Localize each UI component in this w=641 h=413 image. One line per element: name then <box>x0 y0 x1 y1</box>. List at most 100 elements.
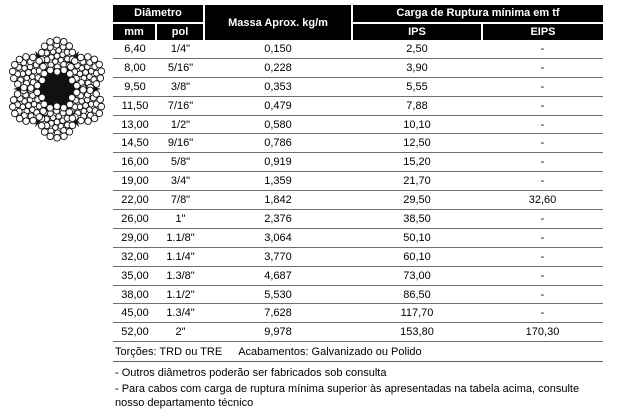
header-eips: EIPS <box>483 23 603 40</box>
cell-mm: 45,00 <box>113 303 157 324</box>
cell-eips: - <box>482 285 603 305</box>
cell-ips: 86,50 <box>352 285 482 305</box>
cell-massa: 7,628 <box>204 303 352 324</box>
cell-mm: 26,00 <box>113 209 157 229</box>
cell-eips: - <box>482 40 603 59</box>
cell-ips: 15,20 <box>352 152 482 173</box>
cell-massa: 0,479 <box>204 96 352 116</box>
table-header: Diâmetro mm pol Massa Aprox. kg/m Carga … <box>113 5 603 40</box>
cell-pol: 1.3/4" <box>157 303 204 324</box>
table-row: 38,00 1.1/2" 5,530 86,50- <box>113 285 603 305</box>
table-row: 45,00 1.3/4" 7,628 117,70- <box>113 303 603 324</box>
cell-mm: 14,50 <box>113 133 157 154</box>
wire-rope-cross-section-icon <box>8 36 106 142</box>
cell-ips: 10,10 <box>352 115 482 135</box>
cell-massa: 0,580 <box>204 115 352 135</box>
cell-ips: 73,00 <box>352 266 482 286</box>
cell-mm: 9,50 <box>113 77 157 97</box>
header-diametro: Diâmetro <box>113 5 203 22</box>
note-item: - Para cabos com carga de ruptura mínima… <box>115 382 580 410</box>
cell-mm: 22,00 <box>113 190 157 211</box>
cell-ips: 50,10 <box>352 228 482 248</box>
cell-ips: 3,90 <box>352 58 482 78</box>
cell-eips: - <box>482 266 603 286</box>
cell-pol: 1/2" <box>157 115 204 135</box>
cell-massa: 5,530 <box>204 285 352 305</box>
cell-mm: 35,00 <box>113 266 157 286</box>
cell-ips: 153,80 <box>352 322 482 343</box>
table-row: 16,00 5/8" 0,919 15,20- <box>113 152 603 173</box>
cell-pol: 1/4" <box>157 40 204 59</box>
cell-eips: - <box>482 58 603 78</box>
cell-massa: 3,770 <box>204 247 352 267</box>
table-row: 35,00 1.3/8" 4,687 73,00- <box>113 266 603 286</box>
cell-eips: - <box>482 247 603 267</box>
table-row: 52,00 2" 9,978 153,80 170,30 <box>113 322 603 343</box>
acabamentos-label: Acabamentos: Galvanizado ou Polido <box>238 345 422 358</box>
cell-eips: - <box>482 115 603 135</box>
cell-ips: 29,50 <box>352 190 482 211</box>
header-ips: IPS <box>353 23 481 40</box>
header-pol: pol <box>157 23 203 40</box>
table-row: 32,00 1.1/4" 3,770 60,10- <box>113 247 603 267</box>
table-row: 14,50 9/16" 0,786 12,50- <box>113 133 603 154</box>
cell-mm: 16,00 <box>113 152 157 173</box>
table-row: 26,00 1" 2,376 38,50- <box>113 209 603 229</box>
header-massa: Massa Aprox. kg/m <box>205 5 351 40</box>
cell-mm: 13,00 <box>113 115 157 135</box>
cell-mm: 6,40 <box>113 40 157 59</box>
spec-table-body: 6,40 1/4" 0,150 2,50-8,00 5/16" 0,228 3,90-9,5… <box>113 40 603 343</box>
table-row: 29,00 1.1/8" 3,064 50,10- <box>113 228 603 248</box>
cell-pol: 3/4" <box>157 171 204 192</box>
cell-massa: 0,919 <box>204 152 352 173</box>
cell-pol: 1.1/2" <box>157 285 204 305</box>
table-row: 22,00 7/8" 1,842 29,50 32,60 <box>113 190 603 211</box>
cell-ips: 117,70 <box>352 303 482 324</box>
notes-section: - Outros diâmetros poderão ser fabricado… <box>113 362 603 413</box>
cell-ips: 38,50 <box>352 209 482 229</box>
cell-eips: - <box>482 209 603 229</box>
cell-eips: 32,60 <box>482 190 603 211</box>
cell-mm: 32,00 <box>113 247 157 267</box>
table-row: 19,00 3/4" 1,359 21,70- <box>113 171 603 192</box>
cell-massa: 0,786 <box>204 133 352 154</box>
cell-eips: - <box>482 96 603 116</box>
cell-ips: 7,88 <box>352 96 482 116</box>
cell-ips: 12,50 <box>352 133 482 154</box>
cell-mm: 8,00 <box>113 58 157 78</box>
cell-mm: 19,00 <box>113 171 157 192</box>
cell-pol: 1" <box>157 209 204 229</box>
cell-mm: 29,00 <box>113 228 157 248</box>
cell-massa: 2,376 <box>204 209 352 229</box>
cell-pol: 9/16" <box>157 133 204 154</box>
cell-pol: 2" <box>157 322 204 343</box>
table-row: 13,00 1/2" 0,580 10,10- <box>113 115 603 135</box>
torcoes-label: Torções: TRD ou TRE <box>115 345 223 358</box>
cell-eips: - <box>482 303 603 324</box>
table-row: 11,50 7/16" 0,479 7,88- <box>113 96 603 116</box>
cell-eips: - <box>482 152 603 173</box>
cell-massa: 0,228 <box>204 58 352 78</box>
cell-pol: 5/16" <box>157 58 204 78</box>
cell-massa: 9,978 <box>204 322 352 343</box>
cell-eips: - <box>482 77 603 97</box>
header-mm: mm <box>113 23 155 40</box>
cell-pol: 7/16" <box>157 96 204 116</box>
cell-mm: 38,00 <box>113 285 157 305</box>
cell-massa: 0,150 <box>204 40 352 59</box>
cell-massa: 4,687 <box>204 266 352 286</box>
cell-eips: - <box>482 133 603 154</box>
cell-eips: - <box>482 228 603 248</box>
finish-row: Torções: TRD ou TRE Acabamentos: Galvani… <box>113 342 603 363</box>
cell-ips: 2,50 <box>352 40 482 59</box>
cell-mm: 11,50 <box>113 96 157 116</box>
cell-massa: 3,064 <box>204 228 352 248</box>
table-row: 8,00 5/16" 0,228 3,90- <box>113 58 603 78</box>
cell-ips: 5,55 <box>352 77 482 97</box>
cell-pol: 1.1/4" <box>157 247 204 267</box>
cell-ips: 21,70 <box>352 171 482 192</box>
cell-pol: 7/8" <box>157 190 204 211</box>
table-row: 9,50 3/8" 0,353 5,55- <box>113 77 603 97</box>
note-item: - Outros diâmetros poderão ser fabricado… <box>115 367 387 380</box>
